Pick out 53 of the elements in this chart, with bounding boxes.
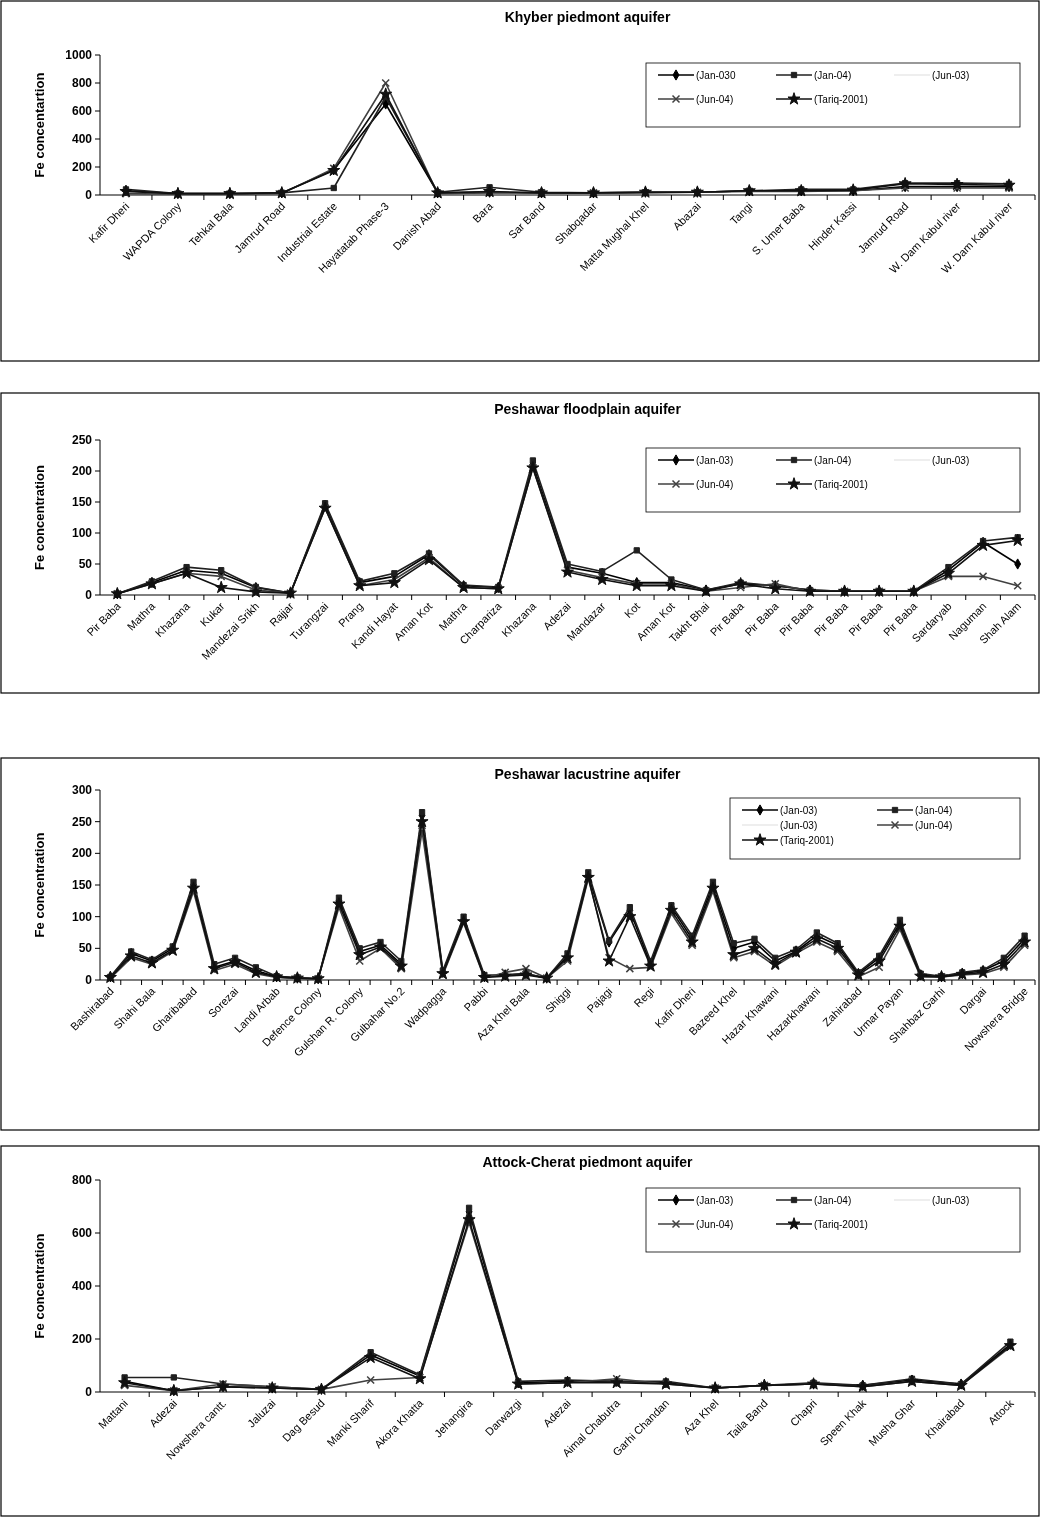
y-tick-label: 250 bbox=[71, 433, 93, 447]
legend-label: (Jun-04) bbox=[696, 94, 734, 105]
y-axis-title: Fe concentartion bbox=[32, 72, 47, 178]
y-tick-label: 100 bbox=[71, 526, 93, 540]
legend-label: (Jan-03) bbox=[696, 455, 734, 466]
legend-label: (Jun-03) bbox=[932, 1195, 970, 1206]
y-axis-title: Fe concentration bbox=[32, 832, 47, 938]
legend-label: (Jun-04) bbox=[696, 479, 734, 490]
legend-label: (Tariq-2001) bbox=[814, 1219, 868, 1230]
chart-title: Peshawar floodplain aquifer bbox=[494, 401, 682, 417]
legend-label: (Jan-04) bbox=[814, 1195, 852, 1206]
legend-label: (Jan-04) bbox=[814, 70, 852, 81]
y-tick-label: 150 bbox=[71, 878, 93, 892]
legend-label: (Jun-03) bbox=[932, 70, 970, 81]
legend-label: (Jan-030 bbox=[696, 70, 736, 81]
legend-label: (Jan-04) bbox=[915, 805, 953, 816]
y-tick-label: 200 bbox=[71, 846, 93, 861]
y-tick-label: 200 bbox=[71, 160, 93, 174]
y-tick-label: 300 bbox=[71, 783, 93, 797]
chart-title: Khyber piedmont aquifer bbox=[504, 9, 671, 25]
y-tick-label: 400 bbox=[71, 132, 93, 146]
y-tick-label: 200 bbox=[71, 464, 93, 478]
y-tick-label: 400 bbox=[71, 1279, 93, 1293]
legend-label: (Tariq-2001) bbox=[814, 94, 868, 105]
y-tick-label: 600 bbox=[71, 1226, 93, 1240]
y-axis-title: Fe concentration bbox=[32, 465, 47, 570]
legend-label: (Jan-03) bbox=[696, 1195, 734, 1206]
legend-label: (Tariq-2001) bbox=[814, 479, 868, 490]
legend-label: (Jan-03) bbox=[780, 805, 818, 816]
y-axis-title: Fe concentration bbox=[32, 1233, 47, 1339]
y-tick-label: 0 bbox=[85, 588, 93, 602]
y-tick-label: 600 bbox=[71, 104, 93, 118]
y-tick-label: 50 bbox=[78, 941, 93, 956]
legend-label: (Jan-04) bbox=[814, 455, 852, 466]
y-tick-label: 1000 bbox=[65, 48, 93, 62]
legend-label: (Jun-04) bbox=[915, 820, 953, 831]
y-tick-label: 250 bbox=[71, 814, 93, 829]
legend-label: (Jun-03) bbox=[780, 820, 818, 831]
y-tick-label: 800 bbox=[71, 76, 93, 90]
chart-title: Attock-Cherat piedmont aquifer bbox=[482, 1154, 694, 1170]
y-tick-label: 800 bbox=[71, 1173, 93, 1187]
legend-label: (Jun-04) bbox=[696, 1219, 734, 1230]
y-tick-label: 100 bbox=[71, 909, 93, 924]
chart-title: Peshawar lacustrine aquifer bbox=[494, 766, 682, 782]
y-tick-label: 150 bbox=[71, 495, 93, 509]
x-tick-label: Kot bbox=[622, 599, 643, 621]
y-tick-label: 0 bbox=[85, 188, 93, 202]
y-tick-label: 0 bbox=[85, 1385, 93, 1399]
y-tick-label: 50 bbox=[78, 557, 93, 571]
legend-label: (Jun-03) bbox=[932, 455, 970, 466]
y-tick-label: 200 bbox=[71, 1332, 93, 1346]
y-tick-label: 0 bbox=[85, 973, 93, 987]
legend-label: (Tariq-2001) bbox=[780, 835, 834, 846]
